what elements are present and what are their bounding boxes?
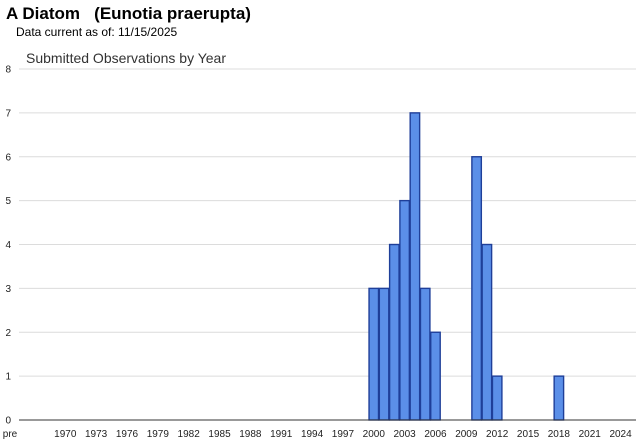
y-tick-label: 4 <box>5 240 11 251</box>
x-tick-label: 2024 <box>609 429 632 440</box>
gridlines <box>19 68 636 377</box>
y-tick-label: 6 <box>5 152 11 163</box>
species-title: A Diatom (Eunotia praerupta) <box>6 4 251 23</box>
x-tick-label: 2009 <box>455 429 478 440</box>
y-tick-label: 0 <box>5 416 11 427</box>
bar-2006 <box>430 331 441 421</box>
x-tick-label: 1997 <box>332 429 355 440</box>
x-tick-label: 1970 <box>54 429 77 440</box>
y-tick-label: 8 <box>5 65 11 76</box>
x-tick-label: 2003 <box>394 429 417 440</box>
x-tick-label: pre <box>3 429 18 440</box>
y-tick-label: 1 <box>5 372 11 383</box>
x-tick-label: 2006 <box>424 429 447 440</box>
bar-2018 <box>553 375 565 421</box>
x-tick-label: 2018 <box>548 429 571 440</box>
x-tick-label: 2021 <box>579 429 602 440</box>
x-tick-label: 2015 <box>517 429 540 440</box>
y-tick-label: 2 <box>5 328 11 339</box>
bar-2000 <box>368 287 380 421</box>
y-tick-label: 7 <box>5 108 11 119</box>
bars <box>368 112 565 421</box>
x-tick-label: 1988 <box>239 429 262 440</box>
bar-2012 <box>491 375 503 421</box>
x-tick-label: 1982 <box>178 429 201 440</box>
x-axis-ticks: pre 1970 1973 1976 1979 1982 1985 1988 1991 1994 1… <box>3 429 632 440</box>
x-tick-label: 2000 <box>363 429 386 440</box>
bar-2003 <box>399 199 411 421</box>
bar-2005 <box>419 287 431 421</box>
x-tick-label: 1976 <box>116 429 139 440</box>
x-tick-label: 1979 <box>147 429 170 440</box>
bar-2010 <box>471 156 483 421</box>
bar-2011 <box>481 243 493 421</box>
x-tick-label: 2012 <box>486 429 509 440</box>
chart-title: Submitted Observations by Year <box>26 50 226 66</box>
x-tick-label: 1994 <box>301 429 324 440</box>
y-tick-label: 3 <box>5 284 11 295</box>
x-tick-label: 1985 <box>208 429 231 440</box>
x-tick-label: 1991 <box>270 429 293 440</box>
bar-2004 <box>409 112 421 421</box>
y-axis-ticks: 0 1 2 3 4 5 6 7 8 <box>5 65 11 427</box>
bar-2001 <box>378 287 390 421</box>
data-current-note: Data current as of: 11/15/2025 <box>16 25 178 39</box>
y-tick-label: 5 <box>5 196 11 207</box>
x-tick-label: 1973 <box>85 429 108 440</box>
bar-2002 <box>388 243 400 421</box>
